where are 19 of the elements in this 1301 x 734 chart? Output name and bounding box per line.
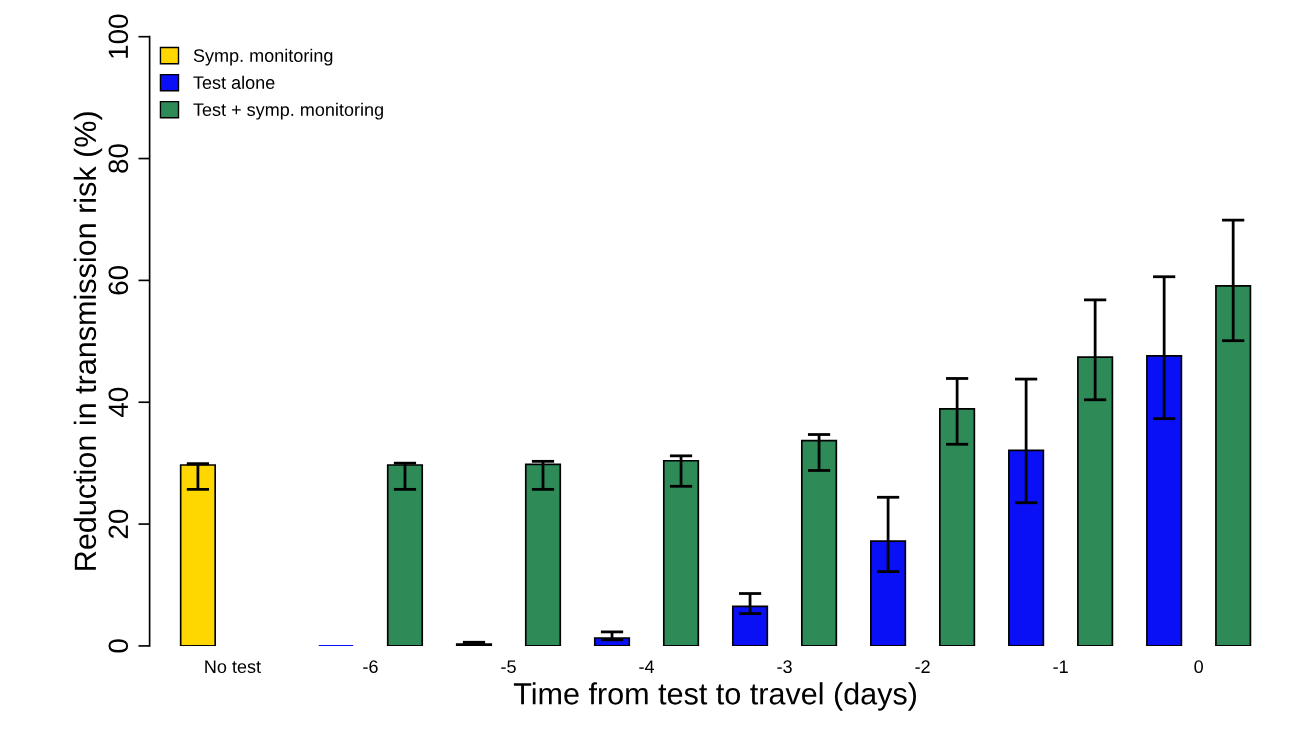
y-tick-label: 80 — [108, 144, 129, 173]
x-axis-title: Time from test to travel (days) — [513, 682, 916, 711]
x-tick-label: -5 — [501, 660, 516, 674]
legend-label: Symp. monitoring — [193, 48, 333, 66]
x-tick-label: No test — [205, 660, 261, 674]
y-tick-label: 0 — [108, 639, 129, 653]
x-tick-label: -6 — [363, 660, 378, 674]
y-tick-label: 40 — [108, 387, 129, 418]
legend-label: Test + symp. monitoring — [193, 102, 383, 120]
legend-label: Test alone — [193, 75, 275, 90]
y-axis-title: Reduction in transmission risk (%) — [73, 112, 103, 570]
y-tick-label: 100 — [108, 14, 129, 58]
x-tick-label: 0 — [1194, 660, 1203, 674]
y-tick-label: 20 — [108, 509, 129, 539]
y-tick-label: 60 — [108, 266, 129, 295]
x-tick-label: -2 — [915, 660, 930, 673]
x-tick-label: -3 — [777, 660, 792, 674]
x-tick-label: -4 — [639, 660, 655, 673]
x-tick-label: -1 — [1053, 660, 1068, 673]
